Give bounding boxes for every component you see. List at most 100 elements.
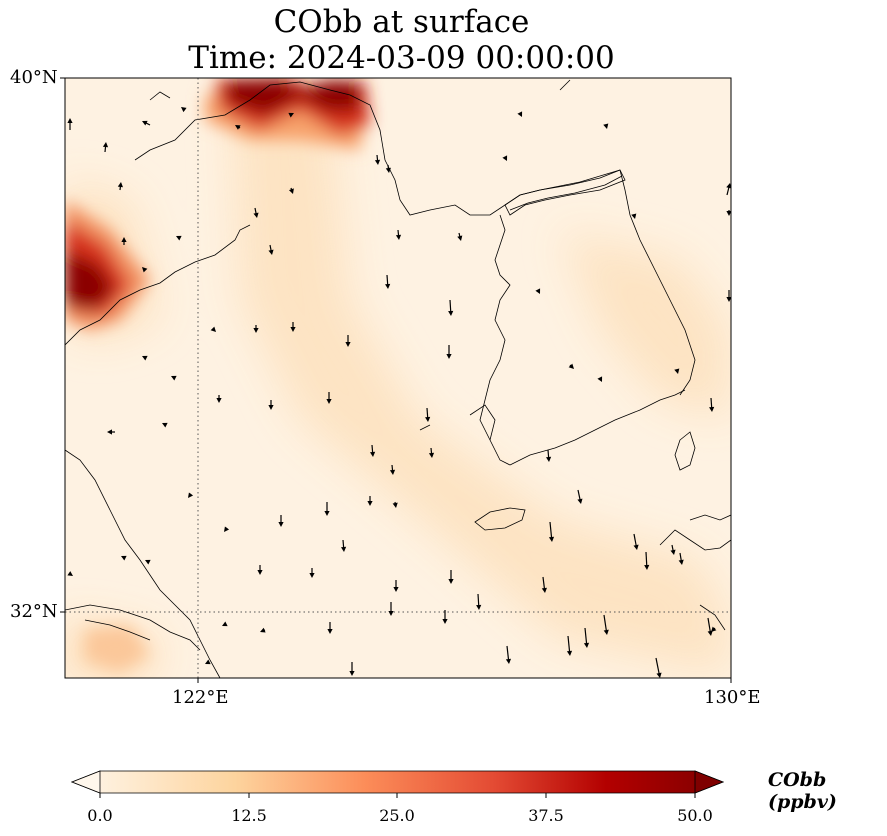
wind-arrow-head [603,123,609,129]
map-frame [64,77,732,679]
wind-arrow-head [324,511,330,516]
wind-arrow-head [145,559,151,565]
wind-arrow-head [535,288,541,294]
wind-arrow-head [446,354,452,359]
wind-arrow-head [260,627,266,633]
wind-arrow-head [67,571,73,576]
wind-arrow [449,299,452,314]
wind-arrow-head [288,188,294,194]
wind-arrow [655,657,660,676]
lon-label-130e: 130°E [704,687,761,708]
wind-arrow-head [268,405,274,410]
wind-arrow-head [505,658,512,664]
colorbar-tick-4: 50.0 [677,806,713,825]
wind-arrow-head [369,451,376,457]
wind-arrow [567,635,571,654]
colorbar-tick-0: 0.0 [87,806,113,825]
wind-arrow-head [385,283,391,289]
wind-arrow-head [678,559,684,565]
wind-arrow-head [257,570,263,575]
wind-arrow-head [326,399,332,404]
wind-arrow-head [709,406,715,412]
wind-arrow-head [428,452,435,458]
wind-arrow-head [121,237,127,242]
wind-arrow-head [726,297,731,302]
wind-arrow-head [349,671,355,676]
wind-arrow-head [345,342,351,347]
wind-arrow-head [374,159,381,165]
lat-label-40n: 40°N [10,67,58,88]
wind-arrow-head [176,235,182,241]
wind-arrow-head [502,155,508,161]
map-subtitle-time: Time: 2024-03-09 00:00:00 [188,40,615,76]
wind-arrow-head [707,630,713,636]
wind-arrow-head [457,235,463,241]
colorbar-tick-2: 25.0 [379,806,415,825]
wind-arrow-head [670,549,676,555]
wind-arrow-head [393,587,399,592]
wind-arrow [506,645,510,662]
wind-arrow-head [656,672,662,678]
wind-vectors [67,107,731,678]
wind-arrow-head [476,604,482,610]
gridlines [65,78,731,678]
wind-arrow [707,617,712,634]
colorbar-tick-1: 12.5 [231,806,267,825]
colorbar-label: CObb (ppbv) [768,769,837,813]
wind-arrow-head [327,629,333,634]
wind-arrow-head [425,416,431,422]
wind-arrow-head [121,555,127,561]
lon-label-122e: 122°E [172,687,229,708]
wind-arrow-head [102,142,109,148]
wind-arrow-head [205,659,211,665]
wind-arrow-head [278,522,284,527]
lat-label-32n: 32°N [10,601,58,622]
wind-arrow-head [644,564,650,570]
wind-arrow-head [631,213,637,219]
wind-arrow-head [235,125,241,130]
wind-arrow-head [388,611,394,616]
wind-arrow-head [577,498,583,504]
wind-arrow-head [268,249,274,255]
wind-arrow-head [389,469,396,475]
wind-arrow-head [548,536,555,542]
wind-arrow [542,576,546,591]
wind-arrow-head [142,355,148,361]
wind-arrow-head [448,310,454,316]
wind-arrow-head [392,502,398,508]
wind-arrow-head [448,579,454,584]
wind-arrow-head [674,368,680,374]
axis-ticks [60,77,732,683]
wind-arrow-head [566,650,573,656]
wind-arrow-head [517,111,523,117]
cobb-field [65,78,731,678]
wind-arrow-head [545,456,552,462]
wind-arrow-head [290,327,296,332]
wind-arrow-head [171,375,177,381]
colorbar [70,770,725,798]
wind-arrow-head [385,167,391,173]
wind-arrow-head [541,587,547,593]
wind-arrow-head [224,526,230,532]
wind-arrow-head [210,326,216,332]
wind-arrow-head [216,398,222,403]
wind-arrow-head [309,573,315,578]
wind-arrow-head [107,429,112,435]
wind-arrow-head [181,107,187,113]
wind-arrow-head [188,492,194,498]
wind-arrow-head [633,544,639,550]
wind-arrow-head [726,183,731,189]
colorbar-tick-3: 37.5 [528,806,564,825]
wind-arrow-head [603,629,609,635]
wind-arrow-head [726,211,731,216]
wind-arrow [603,614,608,633]
wind-arrow-head [442,619,448,624]
wind-arrow [633,533,638,548]
wind-arrow-head [583,642,590,648]
wind-arrow-head [142,120,148,126]
wind-arrow-head [288,112,294,118]
wind-arrow [477,593,480,608]
wind-arrow-head [142,267,148,273]
wind-arrow-head [711,626,717,632]
map-title: CObb at surface [273,4,530,40]
